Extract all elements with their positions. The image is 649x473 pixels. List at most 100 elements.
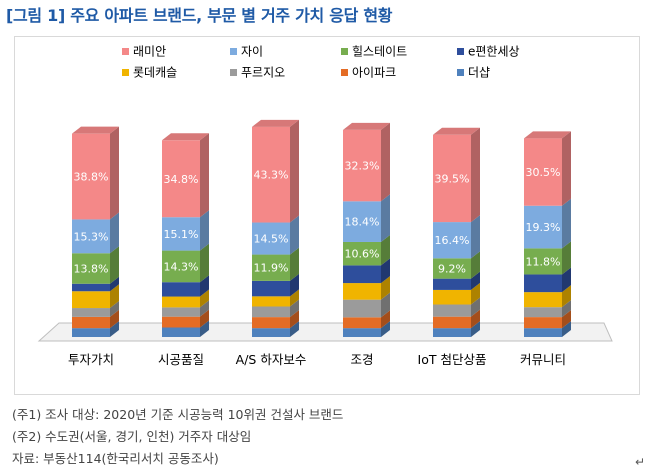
bar-front [162,307,200,317]
bar-segment-더샵 [252,321,299,337]
bar-stack-3 [252,119,299,337]
bar-top [433,127,480,135]
bar-segment-래미안 [524,131,571,206]
bar-side [110,246,119,284]
bar-front [524,328,562,337]
bar-segment-래미안 [162,133,209,218]
bar-front [343,317,381,329]
bar-segment-아이파크 [343,310,390,329]
bar-front [524,317,562,329]
bar-segment-더샵 [343,321,390,337]
bar-segment-롯데캐슬 [343,276,390,300]
category-label: IoT 첨단상품 [418,352,487,367]
bar-segment-아이파크 [252,310,299,329]
data-label-자이: 18.4% [345,216,380,229]
legend-item-힐스테이트: 힐스테이트 [341,45,407,59]
data-label-자이: 14.5% [254,233,289,246]
category-labels: 투자가치 시공품질 A/S 하자보수 조경 IoT 첨단상품 커뮤니티 [68,352,566,367]
bar-segment-힐스테이트 [162,243,209,283]
category-label: 시공품질 [158,352,204,367]
legend-item-롯데캐슬: 롯데캐슬 [122,66,177,80]
bar-side [200,275,209,297]
bar-segment-더샵 [433,321,480,337]
legend-item-더샵: 더샵 [457,66,490,80]
bar-front [252,306,290,318]
bar-side [110,301,119,317]
bar-front [162,316,200,328]
bar-front [72,328,110,337]
bar-segment-e편한세상 [252,273,299,297]
bar-side [562,198,571,249]
bar-side [200,243,209,283]
bar-segment-래미안 [433,127,480,223]
legend-swatch [457,69,464,76]
data-label-자이: 19.3% [526,221,561,234]
bar-side [290,273,299,297]
bar-front [524,248,562,275]
bar-segment-푸르지오 [252,299,299,318]
bar-side [562,300,571,318]
bar-front [162,250,200,283]
bar-segment-래미안 [343,122,390,202]
data-label-자이: 16.4% [435,234,470,247]
bar-side [110,309,119,329]
bar-side [381,194,390,242]
bar-side [562,267,571,293]
bar-segment-래미안 [252,119,299,223]
bar-side [200,320,209,337]
legend-label: 래미안 [133,45,166,59]
legend-label: 푸르지오 [241,66,285,80]
bar-side [381,122,390,202]
bar-segment-푸르지오 [162,300,209,317]
bar-side [290,119,299,223]
bar-segment-e편한세상 [524,267,571,293]
data-label-힐스테이트: 13.8% [74,262,109,275]
data-label-래미안: 34.8% [164,173,199,186]
bar-side [562,321,571,337]
data-label-래미안: 38.8% [74,171,109,184]
legend-swatch [122,69,129,76]
data-label-자이: 15.3% [74,230,109,243]
bar-side [471,215,480,259]
bar-side [562,131,571,206]
bar-side [562,285,571,308]
bar-stacks [72,119,571,337]
bar-segment-자이 [72,212,119,254]
bar-side [471,282,480,305]
bar-stack-1 [72,126,119,337]
bar-front [524,138,562,206]
bar-front [524,307,562,318]
bar-front [252,280,290,297]
bar-side [562,241,571,275]
bar-segment-래미안 [72,126,119,220]
data-label-래미안: 32.3% [345,160,380,173]
bar-front [433,304,471,317]
footnote-2: (주2) 수도권(서울, 경기, 인천) 거주자 대상임 [12,429,252,444]
bar-segment-e편한세상 [72,276,119,292]
bar-segment-아이파크 [162,309,209,328]
bar-side [110,212,119,254]
legend-label: 롯데캐슬 [133,66,177,80]
bar-segment-아이파크 [524,310,571,329]
bar-front [343,129,381,202]
bar-side [290,299,299,318]
legend-item-e편한세상: e편한세상 [457,45,520,59]
bar-side [471,297,480,317]
bar-front [162,296,200,308]
bar-front [162,327,200,337]
bar-front [343,299,381,318]
bar-front [524,274,562,293]
bar-front [252,222,290,255]
bar-segment-힐스테이트 [72,246,119,284]
bar-segment-푸르지오 [524,300,571,318]
bar-side [381,292,390,318]
bar-top [252,119,299,127]
bar-side [290,247,299,281]
bar-side [471,321,480,337]
bar-segment-e편한세상 [433,271,480,290]
bar-top [524,131,571,139]
bar-segment-롯데캐슬 [162,289,209,308]
bar-top [162,133,209,141]
bar-segment-더샵 [72,321,119,337]
